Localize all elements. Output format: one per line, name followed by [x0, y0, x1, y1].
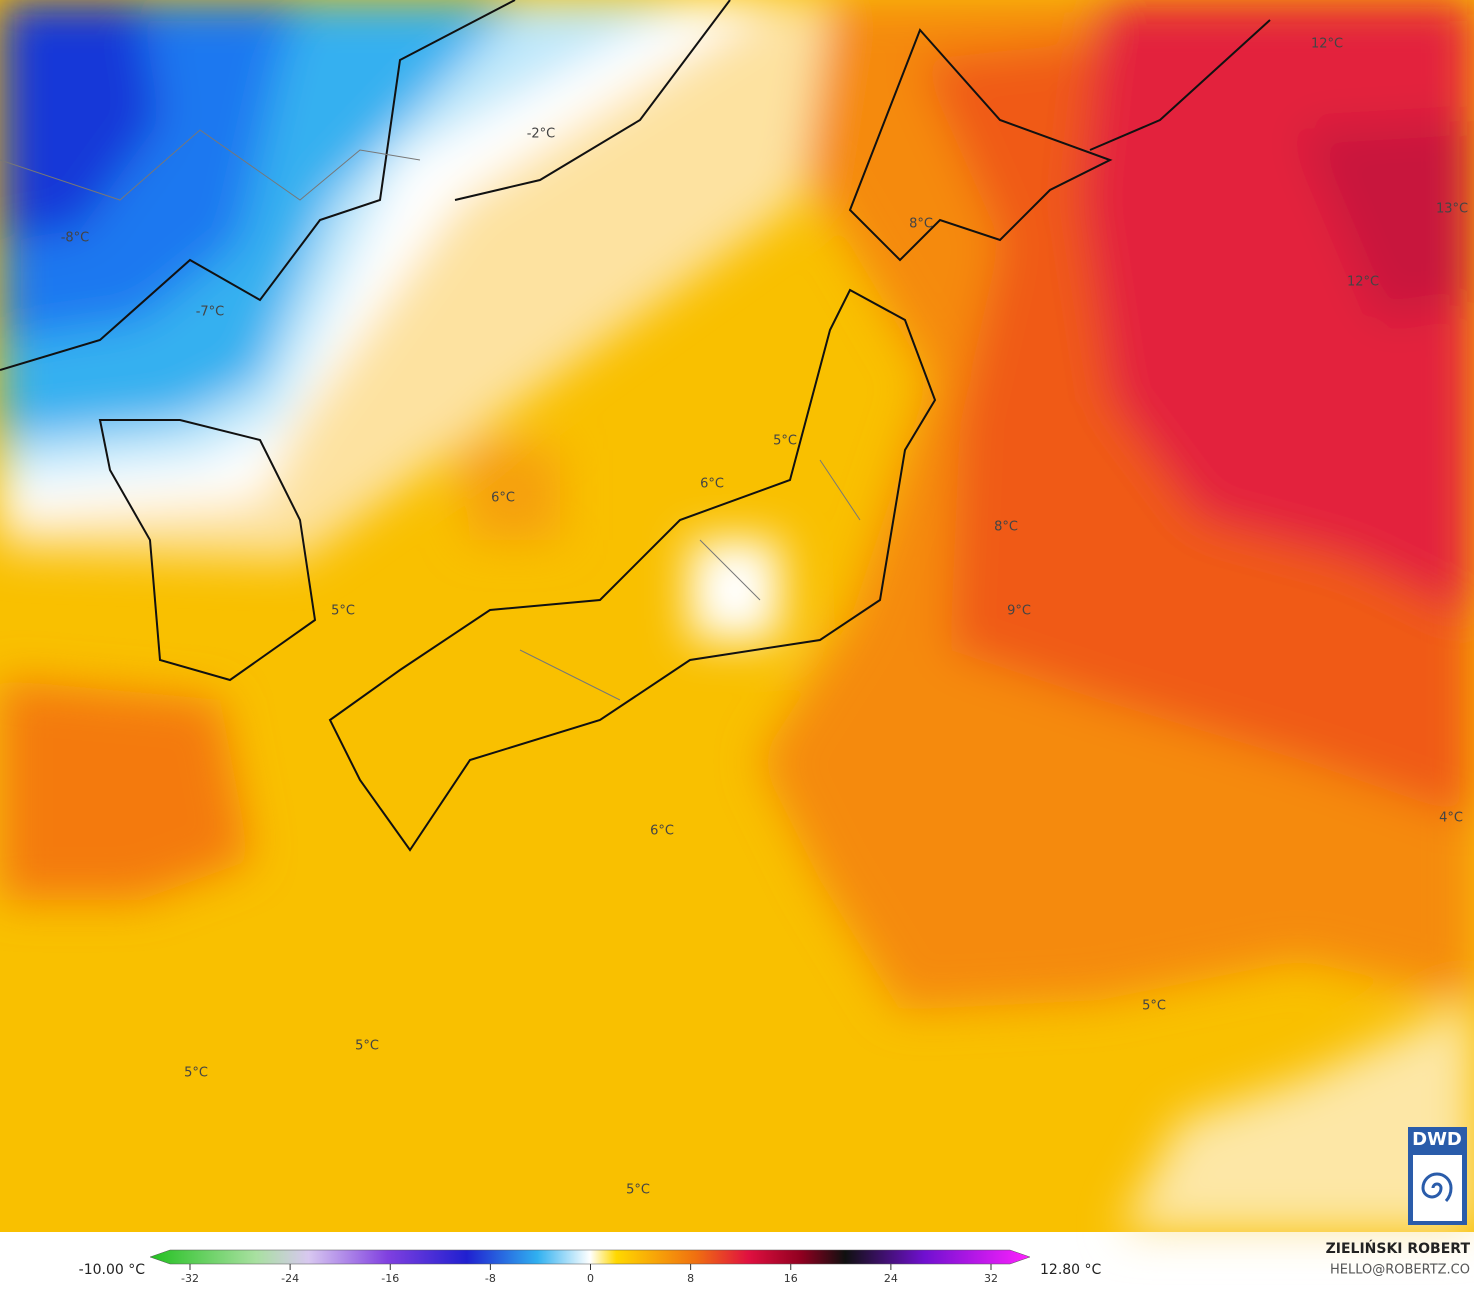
logo-text: DWD [1412, 1129, 1462, 1150]
temperature-label: -8°C [61, 231, 90, 246]
colorbar-tick-label: 8 [687, 1272, 694, 1285]
temperature-label: -2°C [527, 127, 556, 142]
colorbar [149, 1249, 1031, 1265]
colorbar-tick-label: 16 [784, 1272, 798, 1285]
logo-panel [1413, 1155, 1462, 1221]
temperature-label: 6°C [700, 477, 724, 492]
colorbar-tick-label: -8 [485, 1272, 496, 1285]
temperature-label: 8°C [994, 520, 1018, 535]
temperature-label: 5°C [184, 1066, 208, 1081]
temperature-label: 12°C [1311, 37, 1343, 52]
temperature-label: 12°C [1347, 275, 1379, 290]
footer: -10.00 °C 12.80 °C -32 -24 -16 -8 0 8 16 24 32 Z… [79, 1239, 1471, 1285]
borders [0, 129, 861, 701]
temperature-label: 5°C [331, 604, 355, 619]
coastlines [0, 0, 1271, 852]
colorbar-max: 12.80 °C [1040, 1262, 1102, 1278]
temperature-field [0, 0, 1474, 1232]
colorbar-ticks: -32 -24 -16 -8 0 8 16 24 32 [181, 1264, 998, 1285]
temperature-label: 8°C [909, 217, 933, 232]
colorbar-tick-label: -24 [281, 1272, 299, 1285]
temperature-label: 5°C [355, 1039, 379, 1054]
colorbar-min: -10.00 °C [79, 1262, 146, 1278]
author: ZIELIŃSKI ROBERT [1326, 1239, 1471, 1257]
temperature-label: 9°C [1007, 604, 1031, 619]
colorbar-tick-label: 32 [984, 1272, 998, 1285]
temperature-labels: -2°C -8°C -7°C 8°C 12°C 13°C 12°C 5°C 6°C 6°C 8°C 9… [61, 37, 1468, 1198]
colorbar-tick-label: -16 [381, 1272, 399, 1285]
email: HELLO@ROBERTZ.CO [1330, 1263, 1470, 1278]
temperature-label: 4°C [1439, 811, 1463, 826]
colorbar-tick-label: 0 [587, 1272, 594, 1285]
temperature-label: -7°C [196, 305, 225, 320]
temperature-label: 5°C [1142, 999, 1166, 1014]
dwd-logo: DWD [1408, 1127, 1467, 1225]
temperature-label: 5°C [626, 1183, 650, 1198]
temperature-label: 13°C [1436, 202, 1468, 217]
colorbar-tick-label: -32 [181, 1272, 199, 1285]
temperature-label: 5°C [773, 434, 797, 449]
logo-spiral [1421, 1172, 1453, 1203]
temperature-label: 6°C [491, 491, 515, 506]
temperature-label: 6°C [650, 824, 674, 839]
colorbar-tick-label: 24 [884, 1272, 898, 1285]
